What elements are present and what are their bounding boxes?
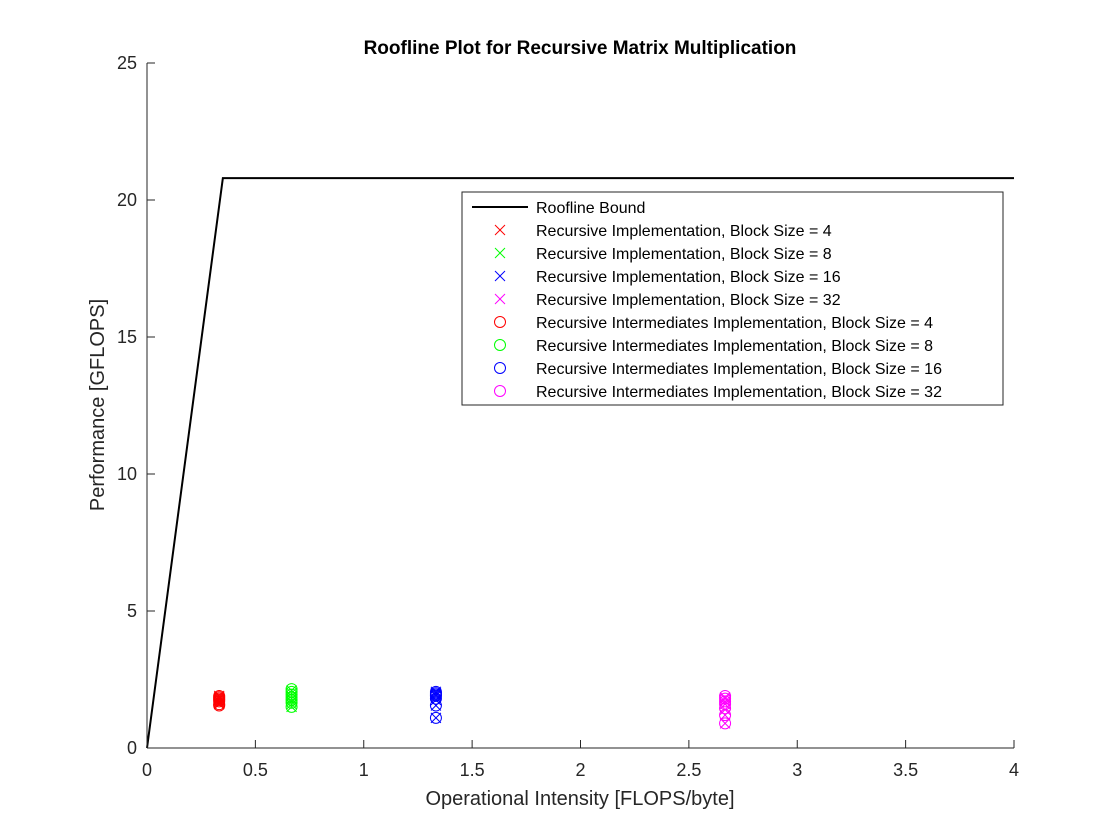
series-2-point [430,700,442,711]
legend-entry-label: Roofline Bound [536,200,645,217]
series-5-point [285,691,298,704]
series-5-point [285,700,298,713]
x-tick-label: 0 [142,760,152,780]
series-7-point [719,717,732,730]
series-5-point [285,683,298,696]
x-tick-label: 0.5 [243,760,268,780]
x-tick-label: 1 [359,760,369,780]
series-7-point [719,692,732,705]
series-7-point [719,695,732,708]
legend-marker-swatch [494,339,506,351]
series-6-point [429,685,442,698]
series-6-point [429,692,442,705]
legend-marker-swatch [494,316,506,328]
legend-entry-label: Recursive Intermediates Implementation, … [536,338,933,355]
series-4-point [213,698,226,711]
y-tick-label: 20 [117,190,137,210]
legend: Roofline Bound Recursive Implementation, … [461,191,1004,406]
roofline-bound-line [146,177,1014,749]
y-tick-label: 25 [117,53,137,73]
series-4-point [213,689,226,702]
x-tick-label: 3.5 [893,760,918,780]
legend-box [461,191,1004,406]
x-axis-label: Operational Intensity [FLOPS/byte] [425,788,734,810]
legend-entry-label: Recursive Implementation, Block Size = 8 [536,246,832,263]
y-tick-label: 0 [127,738,137,758]
x-tick-label: 3 [792,760,802,780]
plot-marks [146,177,1014,749]
x-tick-label: 4 [1009,760,1019,780]
x-tick-label: 2 [575,760,585,780]
legend-entry-label: Recursive Intermediates Implementation, … [536,361,942,378]
legend-entry-label: Recursive Implementation, Block Size = 3… [536,292,841,309]
x-ticks: 0 0.5 1 1.5 2 2.5 3 3.5 4 [142,740,1019,780]
series-7-point [719,698,732,711]
legend-marker-swatch [494,247,506,259]
legend-entry-label: Recursive Implementation, Block Size = 1… [536,269,841,286]
legend-entry-label: Recursive Implementation, Block Size = 4 [536,223,832,240]
series-5-point [285,688,298,701]
series-1-point [286,701,297,713]
legend-entry-label: Recursive Intermediates Implementation, … [536,384,942,401]
legend-marker-swatch [494,224,506,236]
x-tick-label: 2.5 [676,760,701,780]
series-5-point [285,685,298,698]
legend-entry-label: Recursive Intermediates Implementation, … [536,315,933,332]
y-tick-label: 5 [127,601,137,621]
series-7-point [719,702,732,715]
series-7-point [719,689,732,702]
legend-marker-swatch [494,293,506,305]
y-tick-label: 15 [117,327,137,347]
x-tick-label: 1.5 [460,760,485,780]
y-ticks: 0 5 10 15 20 25 [117,53,155,758]
y-axis-label: Performance [GFLOPS] [87,299,109,511]
legend-marker-swatch [494,270,506,282]
series-2-point [430,712,442,724]
y-tick-label: 10 [117,464,137,484]
series-6-point [429,711,442,724]
chart-title: Roofline Plot for Recursive Matrix Multi… [364,38,797,59]
legend-marker-swatch [494,385,506,397]
legend-marker-swatch [494,362,506,374]
